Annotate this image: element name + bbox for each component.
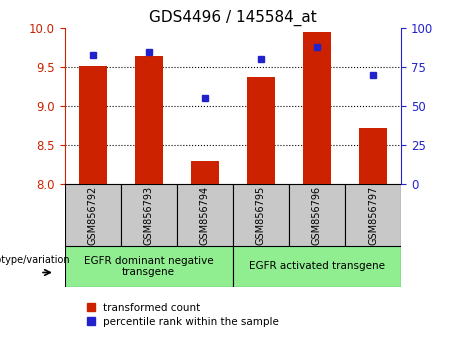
Title: GDS4496 / 145584_at: GDS4496 / 145584_at	[149, 9, 317, 25]
Text: GSM856793: GSM856793	[144, 185, 154, 245]
Text: GSM856796: GSM856796	[312, 185, 322, 245]
Text: GSM856795: GSM856795	[256, 185, 266, 245]
Bar	[65, 184, 121, 246]
Text: EGFR dominant negative
transgene: EGFR dominant negative transgene	[84, 256, 213, 277]
Text: EGFR activated transgene: EGFR activated transgene	[249, 261, 385, 272]
Bar	[303, 32, 331, 184]
Text: GSM856794: GSM856794	[200, 185, 210, 245]
Bar	[233, 246, 401, 287]
Bar	[289, 184, 345, 246]
Bar	[345, 184, 401, 246]
Bar	[121, 184, 177, 246]
Bar	[78, 67, 106, 184]
Text: GSM856797: GSM856797	[368, 185, 378, 245]
Bar	[65, 246, 233, 287]
Bar	[135, 56, 163, 184]
Bar	[177, 184, 233, 246]
Text: GSM856792: GSM856792	[88, 185, 98, 245]
Bar	[359, 128, 387, 184]
Bar	[247, 78, 275, 184]
Bar	[233, 184, 289, 246]
Bar	[191, 161, 219, 184]
Text: genotype/variation: genotype/variation	[0, 255, 70, 265]
Legend: transformed count, percentile rank within the sample: transformed count, percentile rank withi…	[87, 303, 279, 327]
